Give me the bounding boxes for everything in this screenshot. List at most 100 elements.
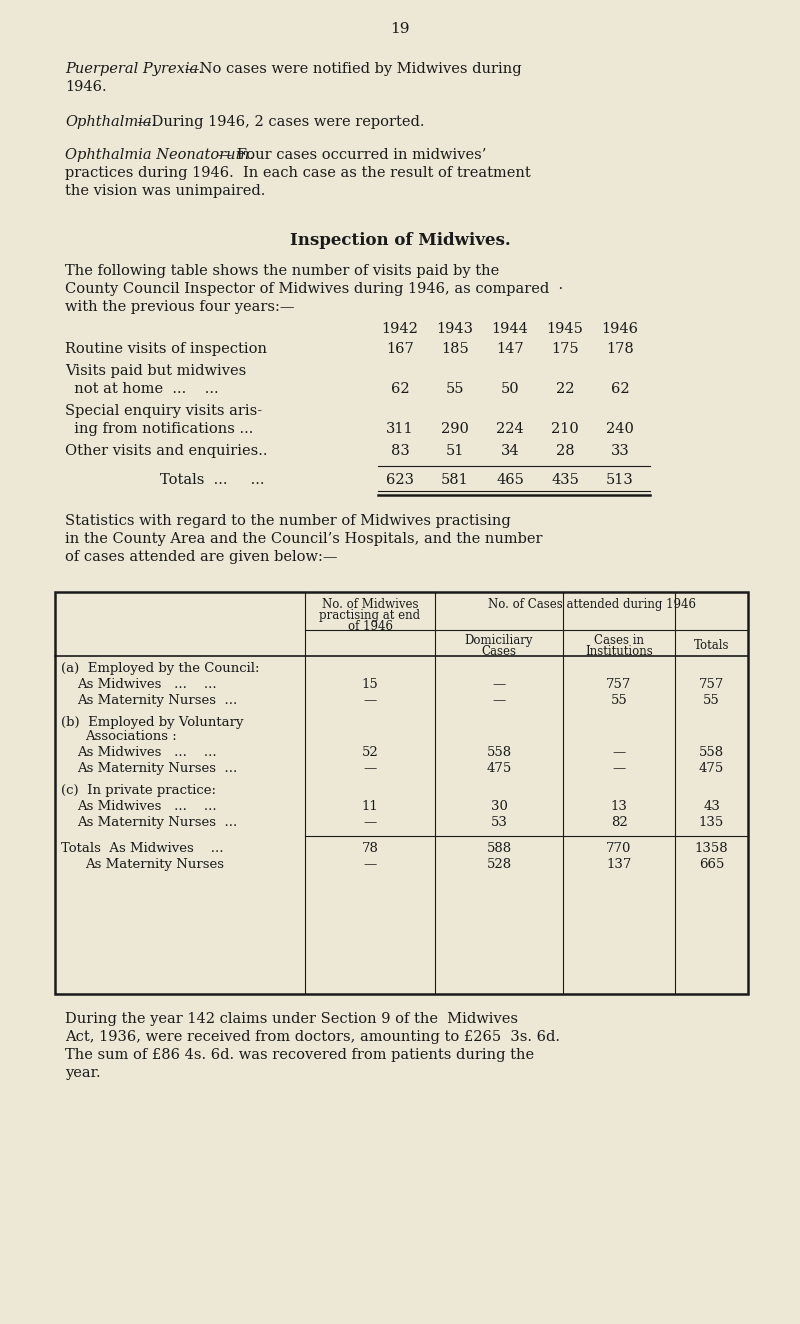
Text: Ophthalmia.: Ophthalmia.: [65, 115, 156, 128]
Text: As Midwives   ...    ...: As Midwives ... ...: [77, 800, 217, 813]
Text: — Four cases occurred in midwives’: — Four cases occurred in midwives’: [213, 148, 486, 162]
Text: 147: 147: [496, 342, 524, 356]
Text: Cases in: Cases in: [594, 634, 644, 647]
Text: As Maternity Nurses  ...: As Maternity Nurses ...: [77, 763, 238, 775]
Text: not at home  ...    ...: not at home ... ...: [65, 383, 218, 396]
Text: 210: 210: [551, 422, 579, 436]
Text: with the previous four years:—: with the previous four years:—: [65, 301, 294, 314]
Text: 757: 757: [606, 678, 632, 691]
Text: 513: 513: [606, 473, 634, 487]
Text: 55: 55: [446, 383, 464, 396]
Text: 82: 82: [610, 816, 627, 829]
Text: 1946.: 1946.: [65, 79, 106, 94]
Text: As Maternity Nurses  ...: As Maternity Nurses ...: [77, 694, 238, 707]
Text: 51: 51: [446, 444, 464, 458]
Text: 581: 581: [441, 473, 469, 487]
Text: Special enquiry visits aris-: Special enquiry visits aris-: [65, 404, 262, 418]
Text: of 1946: of 1946: [347, 620, 393, 633]
Text: Puerperal Pyrexia.: Puerperal Pyrexia.: [65, 62, 203, 75]
Text: (b)  Employed by Voluntary: (b) Employed by Voluntary: [61, 716, 243, 730]
Text: Institutions: Institutions: [585, 645, 653, 658]
Text: year.: year.: [65, 1066, 101, 1080]
Text: 1943: 1943: [437, 322, 474, 336]
Text: Cases: Cases: [482, 645, 517, 658]
Text: of cases attended are given below:—: of cases attended are given below:—: [65, 549, 338, 564]
Text: The following table shows the number of visits paid by the: The following table shows the number of …: [65, 263, 499, 278]
Bar: [55, 592, 748, 994]
Text: 475: 475: [486, 763, 512, 775]
Text: Ophthalmia Neonatorum.: Ophthalmia Neonatorum.: [65, 148, 254, 162]
Text: 34: 34: [501, 444, 519, 458]
Text: in the County Area and the Council’s Hospitals, and the number: in the County Area and the Council’s Hos…: [65, 532, 542, 545]
Text: The sum of £86 4s. 6d. was recovered from patients during the: The sum of £86 4s. 6d. was recovered fro…: [65, 1049, 534, 1062]
Text: ing from notifications ...: ing from notifications ...: [65, 422, 254, 436]
Text: 53: 53: [490, 816, 507, 829]
Text: Other visits and enquiries..: Other visits and enquiries..: [65, 444, 267, 458]
Text: 757: 757: [699, 678, 724, 691]
Text: —: —: [363, 816, 377, 829]
Text: 240: 240: [606, 422, 634, 436]
Text: 78: 78: [362, 842, 378, 855]
Text: (c)  In private practice:: (c) In private practice:: [61, 784, 216, 797]
Text: 43: 43: [703, 800, 720, 813]
Text: As Maternity Nurses: As Maternity Nurses: [85, 858, 224, 871]
Text: 475: 475: [699, 763, 724, 775]
Text: 15: 15: [362, 678, 378, 691]
Text: 1358: 1358: [694, 842, 728, 855]
Text: 1945: 1945: [546, 322, 583, 336]
Text: Totals  As Midwives    ...: Totals As Midwives ...: [61, 842, 223, 855]
Text: 528: 528: [486, 858, 511, 871]
Text: As Midwives   ...    ...: As Midwives ... ...: [77, 678, 217, 691]
Text: No. of Midwives: No. of Midwives: [322, 598, 418, 610]
Text: 55: 55: [703, 694, 720, 707]
Text: Act, 1936, were received from doctors, amounting to £265  3s. 6d.: Act, 1936, were received from doctors, a…: [65, 1030, 560, 1045]
Text: 665: 665: [699, 858, 724, 871]
Text: 13: 13: [610, 800, 627, 813]
Text: 224: 224: [496, 422, 524, 436]
Text: 290: 290: [441, 422, 469, 436]
Text: 558: 558: [486, 745, 511, 759]
Text: 62: 62: [390, 383, 410, 396]
Text: 588: 588: [486, 842, 511, 855]
Text: Visits paid but midwives: Visits paid but midwives: [65, 364, 246, 377]
Text: (a)  Employed by the Council:: (a) Employed by the Council:: [61, 662, 259, 675]
Text: 435: 435: [551, 473, 579, 487]
Text: 50: 50: [501, 383, 519, 396]
Text: 135: 135: [699, 816, 724, 829]
Text: —: —: [492, 694, 506, 707]
Text: —: —: [612, 745, 626, 759]
Text: 185: 185: [441, 342, 469, 356]
Text: —No cases were notified by Midwives during: —No cases were notified by Midwives duri…: [185, 62, 522, 75]
Text: practising at end: practising at end: [319, 609, 421, 622]
Text: Totals: Totals: [694, 639, 730, 651]
Text: —: —: [612, 763, 626, 775]
Text: Statistics with regard to the number of Midwives practising: Statistics with regard to the number of …: [65, 514, 510, 528]
Text: 62: 62: [610, 383, 630, 396]
Text: 33: 33: [610, 444, 630, 458]
Text: Routine visits of inspection: Routine visits of inspection: [65, 342, 267, 356]
Text: 770: 770: [606, 842, 632, 855]
Text: 465: 465: [496, 473, 524, 487]
Text: Totals  ...     ...: Totals ... ...: [161, 473, 265, 487]
Text: As Midwives   ...    ...: As Midwives ... ...: [77, 745, 217, 759]
Text: During the year 142 claims under Section 9 of the  Midwives: During the year 142 claims under Section…: [65, 1012, 518, 1026]
Text: 1946: 1946: [602, 322, 638, 336]
Text: Inspection of Midwives.: Inspection of Midwives.: [290, 232, 510, 249]
Text: 178: 178: [606, 342, 634, 356]
Text: 28: 28: [556, 444, 574, 458]
Text: 1944: 1944: [491, 322, 529, 336]
Text: —: —: [363, 858, 377, 871]
Text: 311: 311: [386, 422, 414, 436]
Text: 22: 22: [556, 383, 574, 396]
Text: —During 1946, 2 cases were reported.: —During 1946, 2 cases were reported.: [137, 115, 425, 128]
Text: Associations :: Associations :: [85, 730, 177, 743]
Text: 83: 83: [390, 444, 410, 458]
Text: 30: 30: [490, 800, 507, 813]
Text: 137: 137: [606, 858, 632, 871]
Text: practices during 1946.  In each case as the result of treatment: practices during 1946. In each case as t…: [65, 166, 530, 180]
Text: 11: 11: [362, 800, 378, 813]
Text: 623: 623: [386, 473, 414, 487]
Text: 1942: 1942: [382, 322, 418, 336]
Text: 175: 175: [551, 342, 579, 356]
Text: No. of Cases attended during 1946: No. of Cases attended during 1946: [487, 598, 695, 610]
